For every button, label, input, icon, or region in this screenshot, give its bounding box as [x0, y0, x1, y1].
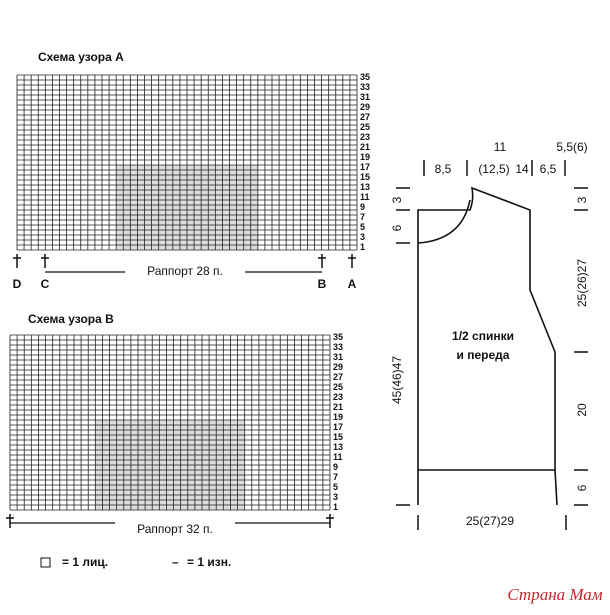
piece-label: и переда — [457, 348, 510, 362]
marker-letter: D — [13, 277, 22, 291]
row-number: 21 — [333, 402, 343, 412]
row-number: 31 — [333, 352, 343, 362]
repeat-marker — [326, 514, 334, 528]
marker-letter: B — [318, 277, 327, 291]
dim-left: 6 — [390, 224, 404, 231]
marker-letter: A — [348, 277, 357, 291]
row-number: 29 — [333, 362, 343, 372]
row-number: 11 — [333, 452, 343, 462]
row-number: 3 — [360, 232, 365, 242]
dim-right: 25(26)27 — [575, 259, 589, 307]
row-number: 5 — [333, 482, 338, 492]
row-number: 29 — [360, 102, 370, 112]
purl-symbol: – — [172, 555, 179, 569]
dim-right: 20 — [575, 403, 589, 417]
row-number: 17 — [333, 422, 343, 432]
dim-top: (12,5) — [478, 162, 509, 176]
row-number: 13 — [360, 182, 370, 192]
row-number: 1 — [333, 502, 338, 512]
row-number: 13 — [333, 442, 343, 452]
row-number: 27 — [360, 112, 370, 122]
row-number: 25 — [333, 382, 343, 392]
row-number: 15 — [333, 432, 343, 442]
row-number: 9 — [333, 462, 338, 472]
row-number: 35 — [360, 72, 370, 82]
row-number: 19 — [333, 412, 343, 422]
row-number: 33 — [360, 82, 370, 92]
legend-purl: = 1 изн. — [187, 555, 231, 569]
repeat-marker — [13, 254, 21, 268]
repeat-a: Раппорт 28 п. — [147, 264, 223, 278]
dim-left: 3 — [390, 196, 404, 203]
row-number: 23 — [360, 132, 370, 142]
repeat-marker — [348, 254, 356, 268]
watermark: Страна Мам — [507, 585, 602, 604]
dim-left: 45(46)47 — [390, 356, 404, 404]
row-number: 5 — [360, 222, 365, 232]
knit-symbol — [40, 557, 51, 568]
row-number: 25 — [360, 122, 370, 132]
chart-grid — [16, 74, 358, 251]
row-number: 33 — [333, 342, 343, 352]
title-a: Схема узора A — [38, 50, 124, 64]
dim-top: 14 — [515, 162, 529, 176]
dim-bottom: 25(27)29 — [466, 514, 514, 528]
row-number: 31 — [360, 92, 370, 102]
dim-top: 6,5 — [540, 162, 557, 176]
dimension-ticks — [396, 160, 588, 530]
row-number: 17 — [360, 162, 370, 172]
dim-top: 8,5 — [435, 162, 452, 176]
row-number: 35 — [333, 332, 343, 342]
row-number: 21 — [360, 142, 370, 152]
row-number: 23 — [333, 392, 343, 402]
row-number: 9 — [360, 202, 365, 212]
repeat-marker — [318, 254, 326, 268]
row-number: 15 — [360, 172, 370, 182]
repeat-marker — [6, 514, 14, 528]
marker-letter: C — [41, 277, 50, 291]
dim-right: 3 — [575, 196, 589, 203]
row-number: 19 — [360, 152, 370, 162]
garment-outline — [417, 186, 558, 506]
dim-top: 11 — [494, 140, 507, 154]
repeat-b: Раппорт 32 п. — [137, 522, 213, 536]
row-number: 3 — [333, 492, 338, 502]
chart-grid — [9, 334, 331, 511]
row-number: 27 — [333, 372, 343, 382]
row-number: 1 — [360, 242, 365, 252]
dim-top: 5,5(6) — [556, 140, 587, 154]
row-number: 11 — [360, 192, 370, 202]
repeat-marker — [41, 254, 49, 268]
piece-label: 1/2 спинки — [452, 329, 514, 343]
row-number: 7 — [333, 472, 338, 482]
dim-right: 6 — [575, 484, 589, 491]
title-b: Схема узора B — [28, 312, 114, 326]
row-number: 7 — [360, 212, 365, 222]
legend-knit: = 1 лиц. — [62, 555, 108, 569]
